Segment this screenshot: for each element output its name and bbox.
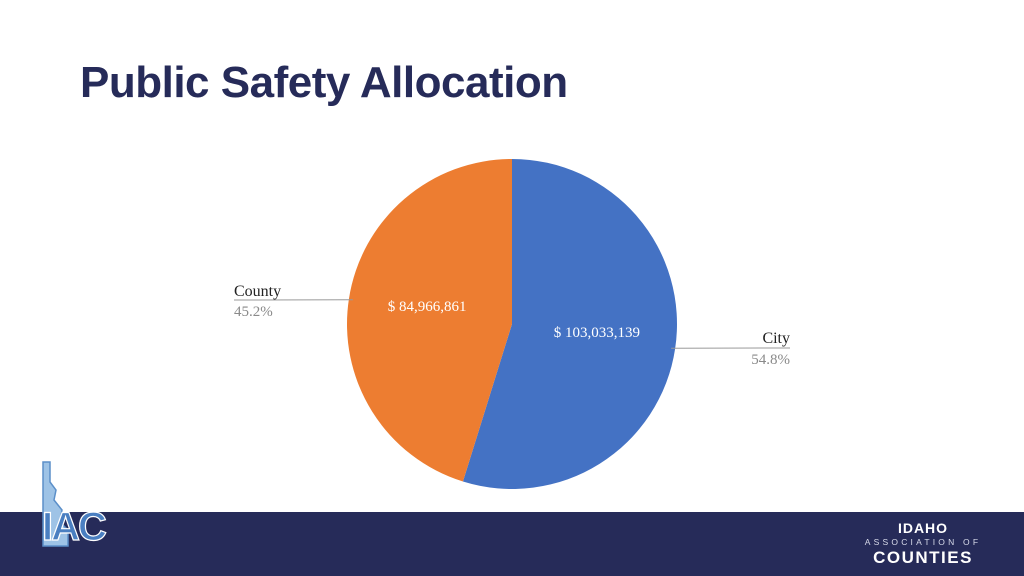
- pie-slice-county: [347, 159, 512, 482]
- slice-value-label-city: $ 103,033,139: [554, 325, 640, 341]
- percent-label-city: 54.8%: [751, 352, 790, 368]
- category-label-county: County: [234, 283, 281, 300]
- percent-label-county: 45.2%: [234, 304, 273, 320]
- pie-chart: $ 103,033,139 $ 84,966,861 County 45.2% City…: [233, 159, 791, 489]
- idaho-state-outline-icon: [42, 461, 69, 547]
- slice-value-label-county: $ 84,966,861: [388, 299, 467, 315]
- association-wordmark: IDAHO ASSOCIATION OF COUNTIES: [850, 520, 996, 567]
- logo-text: IAC: [42, 505, 106, 549]
- footer-bar: [0, 512, 1024, 576]
- wordmark-line3: COUNTIES: [873, 548, 973, 567]
- page-title: Public Safety Allocation: [80, 58, 568, 107]
- wordmark-line2: ASSOCIATION OF: [864, 537, 982, 547]
- category-label-city: City: [762, 330, 790, 347]
- pie-slice-city: [462, 159, 677, 489]
- wordmark-line1: IDAHO: [897, 520, 949, 536]
- iac-logo: IAC: [41, 461, 109, 550]
